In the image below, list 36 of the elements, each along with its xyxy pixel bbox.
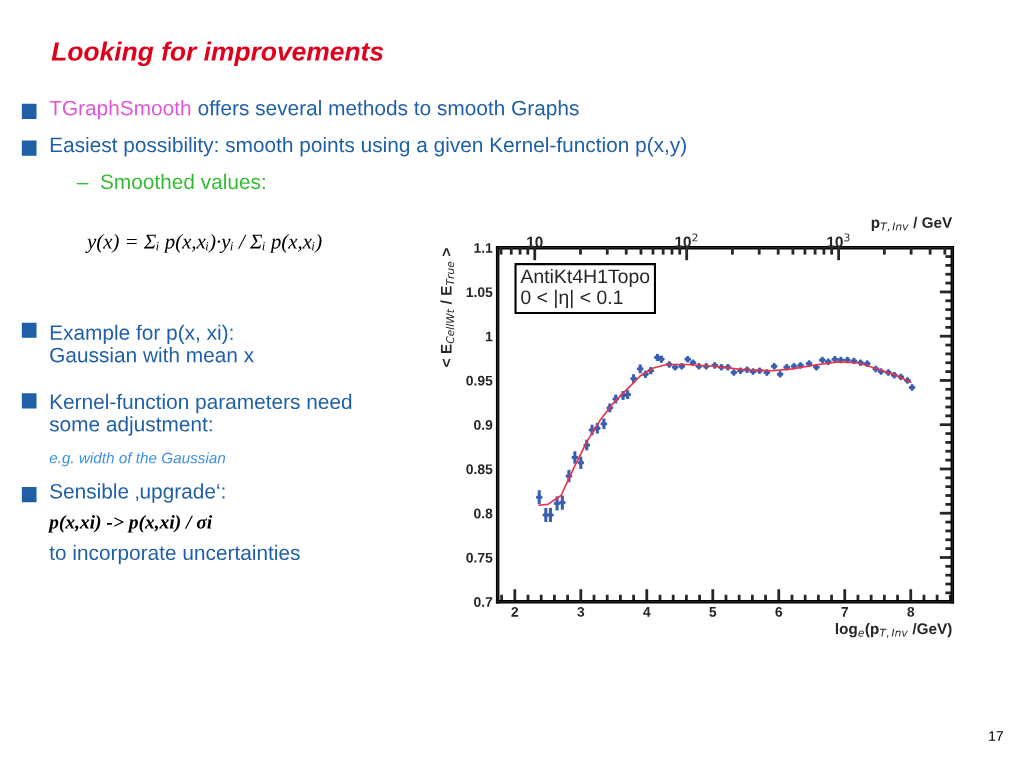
text: Kernel-function parameters need some adjustment:: [49, 393, 352, 436]
text: Easiest possibility: smooth points using a given Kernel-function p(x,y): [50, 136, 686, 157]
x-tick-label: 4: [643, 607, 651, 617]
text: Looking for improvements: [51, 41, 384, 67]
y-tick-label: 0.8: [474, 508, 493, 519]
text: offers several methods to smooth Graphs: [198, 100, 579, 120]
y-tick-label: 1: [485, 331, 493, 342]
y-tick-label: 0.7: [474, 597, 493, 607]
y-tick-label: 0.85: [466, 464, 493, 475]
y-tick-label: 0.75: [466, 552, 493, 563]
text: Sensible ‚upgrade‘:: [50, 483, 225, 503]
x-axis-title: log$_{e}$(p$_{T,Inv}$ /GeV): [835, 622, 952, 638]
text: TGraphSmooth: [49, 100, 191, 120]
text: to incorporate uncertainties: [49, 544, 300, 565]
text: p(x,xi) -> p(x,xi) / σi: [47, 514, 213, 533]
text: y(x) = Σᵢ p(x,xᵢ)·yᵢ / Σᵢ p(x,xᵢ): [85, 233, 322, 253]
x2-tick-label: 10$^{2}$: [675, 233, 698, 248]
x2-tick-label: 10: [527, 236, 543, 248]
x-tick-label: 2: [511, 606, 519, 617]
x-tick-label: 8: [907, 606, 915, 617]
x2-tick-label: 10$^{3}$: [827, 233, 850, 248]
x-tick-label: 5: [709, 607, 717, 617]
y-tick-label: 1.1: [474, 243, 493, 253]
text: 17: [989, 731, 1003, 741]
x-tick-label: 7: [841, 607, 849, 617]
text: Example for p(x, xi): Gaussian with mean x: [50, 324, 254, 363]
y-tick-label: 1.05: [466, 287, 493, 298]
text: e.g. width of the Gaussian: [49, 452, 226, 467]
x2-axis-title: p$_{T,Inv}$ / GeV: [871, 216, 953, 232]
text: – Smoothed values:: [76, 173, 265, 190]
y-tick-label: 0.95: [466, 375, 493, 386]
x-tick-label: 6: [775, 606, 783, 617]
annotation: AntiKt4H1Topo 0 < |η| < 0.1: [520, 268, 650, 309]
x-tick-label: 3: [577, 606, 585, 617]
y-tick-label: 0.9: [474, 420, 493, 430]
y-axis-title: < E$_{CellWt}$ / E$_{True}$ >: [440, 248, 455, 367]
